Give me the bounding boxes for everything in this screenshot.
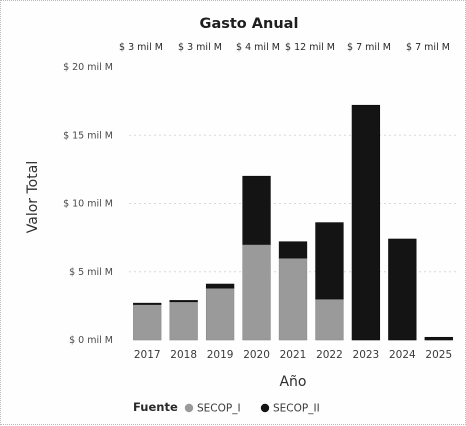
bar-secop-ii-2019: [205, 283, 235, 289]
bar-secop-ii-2023: [351, 104, 381, 341]
bar-secop-i-2019: [205, 287, 235, 341]
y-tick-label: $ 20 mil M: [63, 62, 113, 73]
y-tick-label: $ 15 mil M: [63, 130, 113, 141]
legend-marker-secop-i: [184, 403, 194, 413]
y-tick-label: $ 5 mil M: [69, 267, 113, 278]
legend-items: SECOP_I SECOP_II: [184, 403, 320, 415]
top-label: $ 12 mil M: [285, 42, 335, 53]
y-tick-label: $ 0 mil M: [69, 335, 113, 346]
bar-secop-i-2022: [315, 298, 344, 341]
x-tick-label-2025: 2025: [425, 349, 452, 361]
chart-title: Gasto Anual: [200, 16, 299, 32]
bar-secop-ii-2021: [278, 241, 308, 259]
x-tick-label-2020: 2020: [243, 349, 270, 361]
y-axis-ticks: $ 0 mil M $ 5 mil M $ 10 mil M $ 15 mil M $ …: [63, 62, 113, 346]
y-tick-label: $ 10 mil M: [63, 199, 113, 210]
x-tick-label-2019: 2019: [207, 349, 234, 361]
bars: [133, 104, 453, 341]
bar-secop-ii-2025: [424, 336, 453, 341]
legend: Fuente SECOP_I SECOP_II: [133, 400, 320, 415]
top-total-labels: $ 3 mil M $ 3 mil M $ 4 mil M $ 12 mil M $ 7…: [119, 42, 450, 53]
bar-secop-i-2021: [278, 257, 308, 341]
top-label: $ 7 mil M: [347, 42, 391, 53]
bar-secop-i-2020: [242, 244, 271, 341]
top-label: $ 3 mil M: [119, 42, 163, 53]
top-label: $ 7 mil M: [406, 42, 450, 53]
legend-label-secop-i: SECOP_I: [197, 403, 241, 415]
x-tick-label-2017: 2017: [134, 349, 161, 361]
bar-secop-ii-2017: [133, 302, 162, 305]
top-label: $ 3 mil M: [178, 42, 222, 53]
bar-secop-ii-2020: [242, 175, 271, 245]
x-tick-label-2021: 2021: [280, 349, 307, 361]
x-tick-label-2024: 2024: [389, 349, 416, 361]
top-label: $ 4 mil M: [236, 42, 280, 53]
x-axis-ticks: 2017 2018 2019 2020 2021 2022 2023 2024 2025: [134, 349, 452, 361]
x-tick-label-2018: 2018: [170, 349, 197, 361]
y-axis-label: Valor Total: [25, 161, 41, 233]
bar-secop-ii-2018: [169, 300, 198, 303]
x-tick-label-2022: 2022: [316, 349, 343, 361]
x-axis-label: Año: [279, 374, 306, 390]
legend-label-secop-ii: SECOP_II: [273, 403, 320, 415]
legend-marker-secop-ii: [260, 403, 270, 413]
bar-secop-ii-2024: [388, 238, 417, 341]
legend-title: Fuente: [133, 400, 178, 414]
bar-secop-ii-2022: [315, 222, 344, 300]
bar-secop-i-2018: [169, 301, 198, 341]
bar-secop-i-2017: [133, 304, 162, 341]
x-tick-label-2023: 2023: [353, 349, 380, 361]
